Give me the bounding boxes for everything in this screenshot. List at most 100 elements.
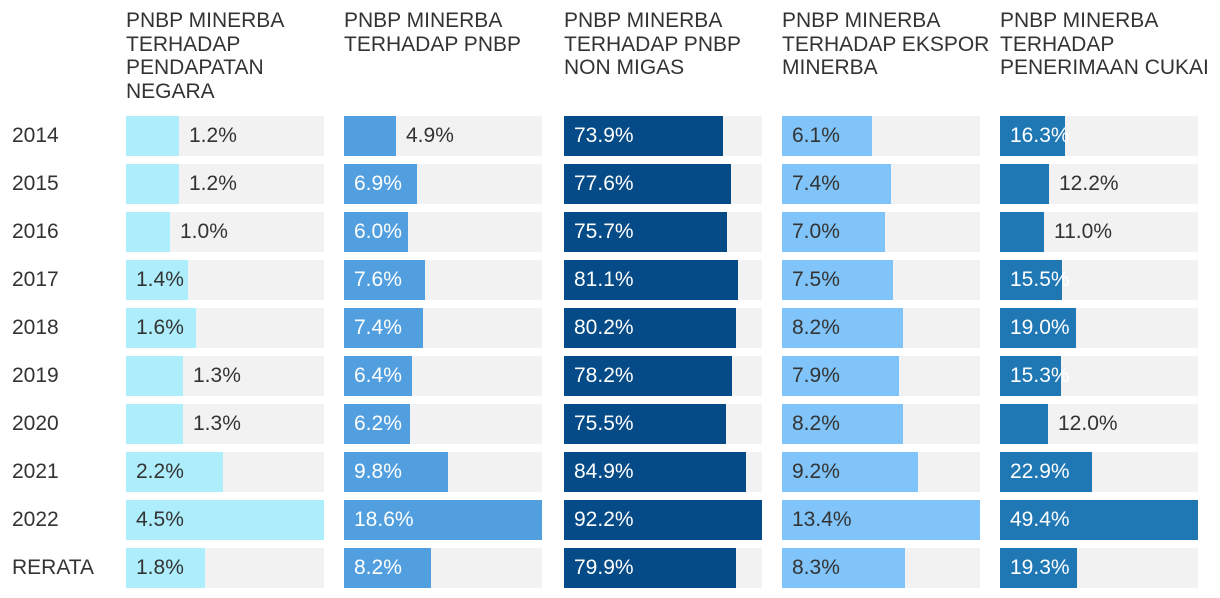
bar — [126, 548, 205, 588]
bar-track: 49.4% — [1000, 500, 1198, 540]
row-label: RERATA — [12, 556, 95, 579]
bar — [126, 212, 170, 252]
data-label: 1.2% — [189, 124, 237, 147]
bar — [126, 260, 188, 300]
bar — [782, 212, 885, 252]
data-label: 1.2% — [189, 172, 237, 195]
bar — [344, 404, 410, 444]
data-label: 1.0% — [180, 220, 228, 243]
bar-track: 8.2% — [782, 404, 980, 444]
data-label: 81.1% — [574, 268, 634, 291]
bar-track: 19.3% — [1000, 548, 1198, 588]
bar — [782, 116, 872, 156]
bar — [1000, 356, 1061, 396]
data-label: 19.3% — [1010, 556, 1070, 579]
bar — [782, 500, 980, 540]
bar — [564, 452, 746, 492]
data-label: 8.2% — [792, 412, 840, 435]
bar — [564, 164, 731, 204]
bar-track: 7.9% — [782, 356, 980, 396]
data-label: 12.0% — [1058, 412, 1118, 435]
bar-track: 6.1% — [782, 116, 980, 156]
bar-track: 1.2% — [126, 116, 324, 156]
row-label: 2018 — [12, 316, 59, 339]
data-label: 7.4% — [354, 316, 402, 339]
bar — [1000, 548, 1077, 588]
bar-track: 6.9% — [344, 164, 542, 204]
data-label: 6.9% — [354, 172, 402, 195]
data-label: 9.8% — [354, 460, 402, 483]
data-label: 6.4% — [354, 364, 402, 387]
bar-track: 75.7% — [564, 212, 762, 252]
bar-track: 77.6% — [564, 164, 762, 204]
data-label: 1.6% — [136, 316, 184, 339]
bar-track: 92.2% — [564, 500, 762, 540]
bar-track: 18.6% — [344, 500, 542, 540]
bar — [564, 548, 736, 588]
bar-track: 13.4% — [782, 500, 980, 540]
data-label: 9.2% — [792, 460, 840, 483]
bar-track: 78.2% — [564, 356, 762, 396]
panel-title: PNBP MINERBA TERHADAP PNBP NON MIGAS — [564, 9, 741, 79]
row-label: 2019 — [12, 364, 59, 387]
bar-track: 73.9% — [564, 116, 762, 156]
bar — [1000, 452, 1092, 492]
bar — [1000, 116, 1065, 156]
data-label: 8.2% — [354, 556, 402, 579]
bar — [782, 404, 903, 444]
bar — [126, 308, 196, 348]
data-label: 1.3% — [193, 364, 241, 387]
row-label: 2022 — [12, 508, 59, 531]
data-label: 2.2% — [136, 460, 184, 483]
bar — [782, 548, 905, 588]
data-label: 4.9% — [406, 124, 454, 147]
bar-track: 8.3% — [782, 548, 980, 588]
bar — [344, 452, 448, 492]
bar — [1000, 164, 1049, 204]
bar — [564, 500, 762, 540]
data-label: 1.8% — [136, 556, 184, 579]
bar-track: 1.6% — [126, 308, 324, 348]
data-label: 84.9% — [574, 460, 634, 483]
bar — [782, 356, 899, 396]
data-label: 19.0% — [1010, 316, 1070, 339]
row-label: 2020 — [12, 412, 59, 435]
row-label: 2015 — [12, 172, 59, 195]
bar — [1000, 308, 1076, 348]
data-label: 75.7% — [574, 220, 634, 243]
bar-track: 81.1% — [564, 260, 762, 300]
bar — [782, 452, 918, 492]
bar-track: 9.8% — [344, 452, 542, 492]
bar — [344, 116, 396, 156]
bar — [126, 404, 183, 444]
data-label: 11.0% — [1054, 220, 1112, 243]
bar-track: 19.0% — [1000, 308, 1198, 348]
bar — [1000, 404, 1048, 444]
bar — [126, 452, 223, 492]
bar-track: 7.0% — [782, 212, 980, 252]
data-label: 4.5% — [136, 508, 184, 531]
data-label: 15.5% — [1010, 268, 1070, 291]
bar — [564, 260, 738, 300]
bar-track: 12.0% — [1000, 404, 1198, 444]
panel-title: PNBP MINERBA TERHADAP PNBP — [344, 9, 521, 56]
bar-track: 15.3% — [1000, 356, 1198, 396]
bar — [564, 212, 727, 252]
data-label: 12.2% — [1059, 172, 1119, 195]
bar-track: 1.3% — [126, 356, 324, 396]
row-label: 2017 — [12, 268, 59, 291]
bar-track: 4.9% — [344, 116, 542, 156]
bar-track: 11.0% — [1000, 212, 1198, 252]
bar-track: 8.2% — [344, 548, 542, 588]
row-label: 2016 — [12, 220, 59, 243]
bar-track: 2.2% — [126, 452, 324, 492]
data-label: 18.6% — [354, 508, 414, 531]
data-label: 6.0% — [354, 220, 402, 243]
data-label: 7.5% — [792, 268, 840, 291]
bar — [126, 500, 324, 540]
bar-track: 84.9% — [564, 452, 762, 492]
bar — [782, 164, 891, 204]
data-label: 79.9% — [574, 556, 634, 579]
bar-track: 9.2% — [782, 452, 980, 492]
